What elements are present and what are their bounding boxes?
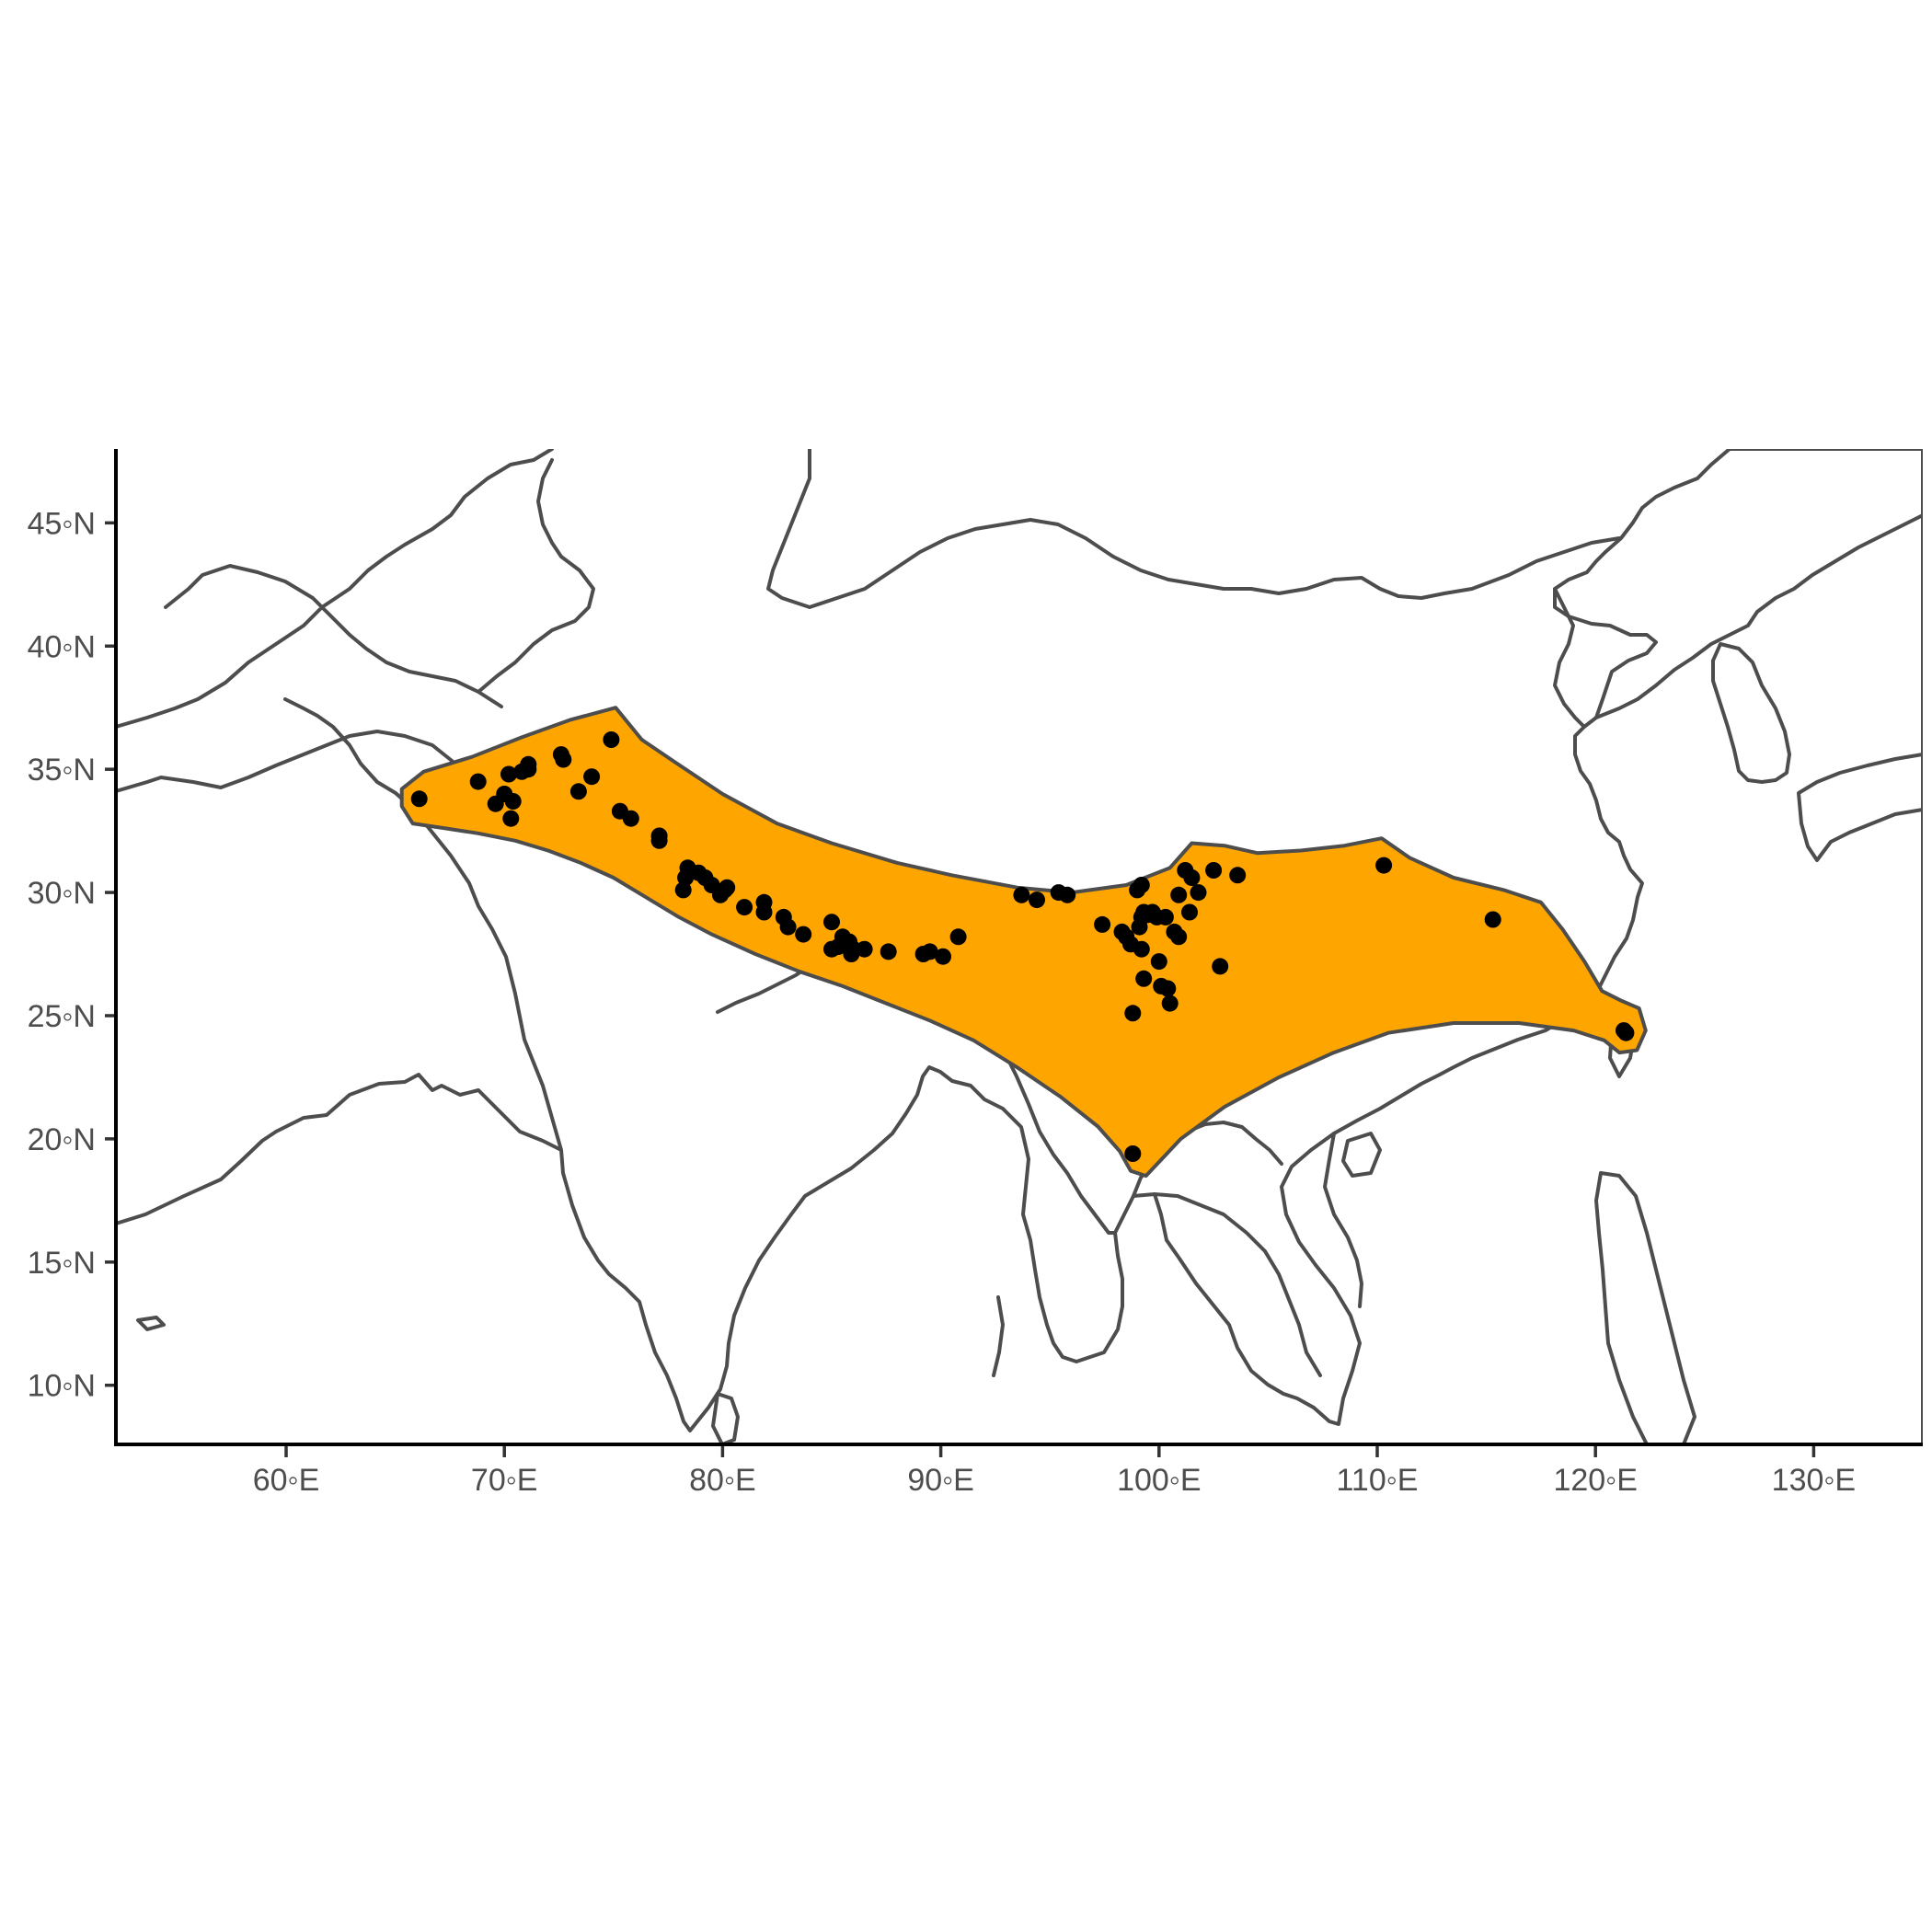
y-axis-tick-label: 20◦N [28,1122,96,1157]
occurrence-point [1059,886,1076,903]
species-range [399,706,1648,1179]
x-axis-tick-label: 130◦E [1772,1463,1856,1498]
occurrence-point [795,926,812,943]
occurrence-points [410,731,1635,1162]
occurrence-point [949,928,967,946]
occurrence-point [1181,903,1198,921]
occurrence-point [1170,886,1188,903]
occurrence-point [1029,891,1045,909]
country-border-asia-mainland [116,449,1923,1444]
occurrence-point [843,946,860,962]
x-axis-tick-label: 120◦E [1553,1463,1637,1498]
y-axis-tick-label: 15◦N [28,1246,96,1281]
occurrence-point [1229,867,1247,884]
axes: 60◦E 70◦E 80◦E 90◦E 100◦E 110◦E 120◦E 130◦E 10◦… [28,449,1923,1498]
occurrence-point [1190,884,1207,902]
y-axis-tick-label: 25◦N [28,999,96,1034]
occurrence-point [603,731,620,748]
country-border-japan [1797,753,1923,862]
y-axis-tick-label: 35◦N [28,753,96,788]
y-axis-tick-label: 40◦N [28,629,96,664]
occurrence-point [1159,980,1177,997]
occurrence-point [1161,995,1179,1012]
occurrence-point [1124,1005,1142,1022]
y-axis-tick-label: 45◦N [28,506,96,541]
occurrence-point [469,773,487,790]
occurrence-point [1212,958,1229,975]
x-axis-tick-label: 110◦E [1337,1463,1419,1498]
occurrence-point [622,810,639,827]
occurrence-point [1124,1145,1142,1162]
occurrence-point [716,881,733,899]
occurrence-point [1094,915,1111,933]
occurrence-point [410,790,428,808]
y-axis-tick-label: 10◦N [28,1369,96,1404]
occurrence-point [1013,886,1030,903]
panel [116,449,1923,1444]
occurrence-point [921,943,938,960]
range-polygon [399,706,1648,1179]
country-border-hainan [1341,1132,1382,1178]
y-axis-ticks: 10◦N 15◦N 20◦N 25◦N 30◦N 35◦N 40◦N 45◦N [28,506,114,1404]
occurrence-point [1170,928,1188,946]
occurrence-point [520,761,537,778]
x-axis-tick-label: 70◦E [471,1463,538,1498]
country-border-philippines [1594,1171,1696,1444]
x-axis-ticks: 60◦E 70◦E 80◦E 90◦E 100◦E 110◦E 120◦E 130◦E [253,1446,1856,1498]
occurrence-point [583,768,601,786]
occurrence-point [555,751,572,768]
occurrence-point [500,765,517,783]
occurrence-point [736,899,753,916]
country-border-sri-lanka [711,1392,740,1444]
occurrence-point [1183,869,1201,886]
occurrence-point [504,793,522,810]
country-border-maldives [136,1316,166,1331]
occurrence-point [823,914,840,931]
x-axis-tick-label: 100◦E [1117,1463,1201,1498]
occurrence-point [1135,970,1153,987]
occurrence-point [1133,877,1150,893]
occurrence-point [502,810,520,827]
occurrence-point [1484,911,1501,928]
occurrence-point [569,783,587,800]
occurrence-point [1150,953,1167,971]
y-axis-tick-label: 30◦N [28,876,96,911]
occurrence-point [880,943,897,960]
x-axis-tick-label: 80◦E [689,1463,756,1498]
occurrence-point [1375,857,1393,874]
occurrence-point [1133,940,1150,958]
occurrence-point [856,940,873,958]
occurrence-point [1156,908,1174,926]
occurrence-point [1617,1024,1635,1041]
occurrence-point [935,948,951,965]
occurrence-point [1205,862,1223,879]
occurrence-point [779,918,797,936]
occurrence-point [674,881,692,899]
occurrence-point [650,832,668,849]
occurrence-point [755,903,773,921]
x-axis-tick-label: 90◦E [907,1463,974,1498]
country-border-korea [1711,642,1791,784]
x-axis-tick-label: 60◦E [253,1463,320,1498]
country-border-andaman [992,1295,1005,1377]
